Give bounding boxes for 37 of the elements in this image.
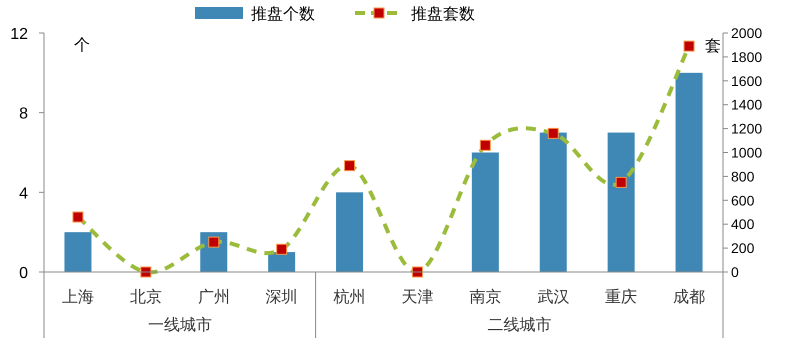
text: 一线城市 — [148, 316, 212, 334]
y-tick-label: 0 — [19, 265, 28, 282]
bar — [540, 132, 567, 272]
bar — [336, 192, 364, 272]
y-axis-title: 个 — [74, 36, 90, 54]
bar — [676, 72, 703, 272]
y2-tick-label: 400 — [731, 216, 755, 232]
y2-tick-label: 2000 — [731, 25, 762, 41]
x-tick-label: 深圳 — [266, 288, 298, 306]
y2-tick-label: 1400 — [731, 96, 762, 113]
x-tick-label: 南京 — [469, 288, 502, 306]
legend-label: 推盘个数 — [251, 5, 315, 23]
y2-tick-label: 0 — [731, 264, 739, 280]
y2-tick-label: 1200 — [731, 120, 762, 137]
x-tick-label: 杭州 — [332, 288, 366, 306]
y-tick-label: 4 — [19, 185, 28, 202]
y-tick-label: 8 — [19, 106, 28, 123]
y2-tick-label: 200 — [731, 240, 755, 256]
bar — [608, 132, 635, 272]
x-tick-label: 成都 — [673, 288, 706, 306]
x-tick-label: 广州 — [198, 288, 230, 306]
x-tick-label: 天津 — [401, 288, 434, 306]
y-tick-label: 12 — [10, 26, 28, 43]
x-tick-label: 北京 — [130, 288, 162, 306]
y2-tick-label: 800 — [731, 168, 755, 184]
text: 二线城市 — [487, 316, 552, 334]
legend-label: 推盘套数 — [411, 6, 475, 23]
x-tick-label: 武汉 — [537, 288, 570, 306]
x-tick-label: 重庆 — [605, 288, 638, 306]
y2-tick-label: 600 — [731, 192, 755, 208]
bar — [472, 152, 499, 272]
y2-tick-label: 1000 — [731, 144, 762, 160]
y2-tick-label: 1800 — [731, 48, 762, 65]
y2-tick-label: 1600 — [731, 72, 762, 89]
y2-axis-title: 套 — [705, 38, 721, 55]
bar — [64, 232, 92, 272]
x-tick-label: 上海 — [62, 288, 94, 306]
